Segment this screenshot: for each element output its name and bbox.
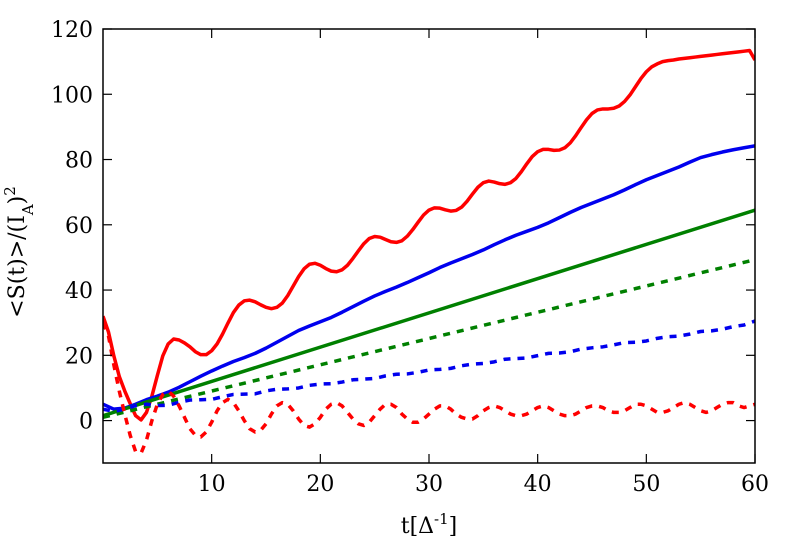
- x-tick-label: 30: [415, 472, 443, 497]
- y-tick-label: 100: [51, 83, 93, 108]
- y-tick-label: 20: [65, 344, 93, 369]
- x-axis-label-close: ]: [449, 514, 458, 539]
- series-line-3: [103, 208, 755, 418]
- y-axis-label-sup: 2: [1, 186, 19, 196]
- y-axis-label-sub: A: [19, 204, 37, 216]
- y-axis-label-close: ): [5, 196, 30, 205]
- y-tick-label: 80: [65, 149, 93, 174]
- x-tick-label: 20: [306, 472, 334, 497]
- series-line-2: [103, 144, 755, 411]
- series-line-6: [103, 322, 755, 455]
- series-layer: [103, 48, 755, 455]
- x-axis-label: t[Δ-1]: [401, 510, 458, 539]
- plot-frame: [102, 28, 756, 464]
- series-line-1: [103, 48, 755, 422]
- y-tick-label: 40: [65, 279, 93, 304]
- y-tick-label: 120: [51, 18, 93, 43]
- ticks-layer: 10 20 30 40 50 60 0 20 40 60 80 100 120: [51, 18, 769, 497]
- x-tick-label: 50: [632, 472, 660, 497]
- y-axis-label-main: <S(t)>/(I: [5, 215, 30, 318]
- x-axis-label-sup: -1: [434, 510, 449, 528]
- x-tick-label: 40: [524, 472, 552, 497]
- x-tick-label: 60: [741, 472, 769, 497]
- y-axis-label: <S(t)>/(IA)2: [1, 186, 37, 318]
- x-tick-label: 10: [198, 472, 226, 497]
- y-tick-label: 60: [65, 214, 93, 239]
- x-axis-label-main: t[Δ: [401, 514, 434, 539]
- y-tick-label: 0: [79, 410, 93, 435]
- series-line-5: [103, 319, 755, 414]
